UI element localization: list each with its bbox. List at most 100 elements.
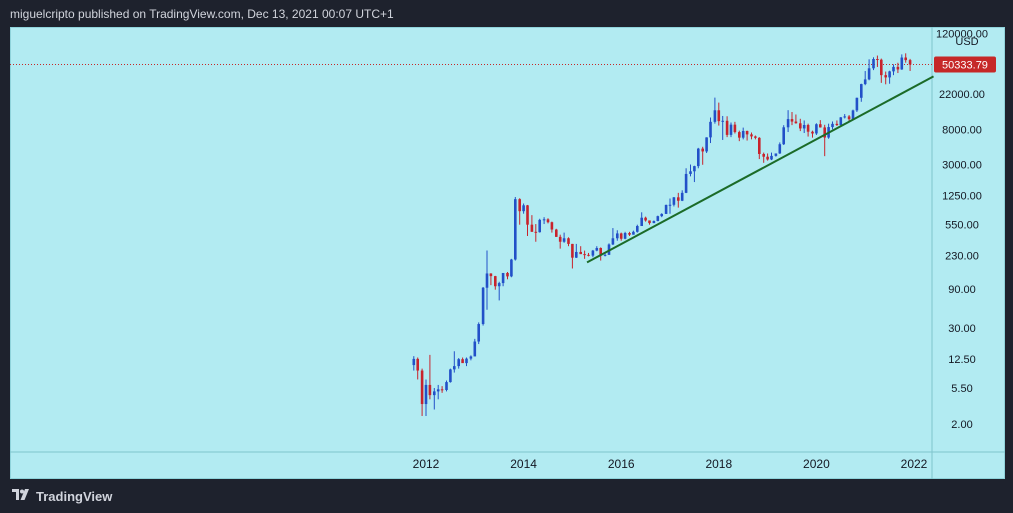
candle-body <box>709 121 712 138</box>
candle-body <box>835 123 839 126</box>
candle-body <box>562 238 566 242</box>
candle-body <box>680 192 684 201</box>
candle-body <box>745 130 749 135</box>
candle-body <box>558 236 562 242</box>
candle-body <box>583 254 586 256</box>
candle-body <box>412 358 416 366</box>
candle-body <box>497 283 501 287</box>
candle-body <box>445 382 448 390</box>
candle-body <box>485 273 489 288</box>
candle-body <box>416 358 420 371</box>
candle-body <box>668 204 672 206</box>
candle-body <box>436 389 440 392</box>
candle-body <box>843 116 847 118</box>
candle-body <box>778 144 782 154</box>
last-price-badge <box>934 56 996 73</box>
y-tick-label: 8000.00 <box>942 125 982 137</box>
candle-body <box>689 171 692 174</box>
candle-body <box>428 384 432 396</box>
x-tick-label: 2016 <box>608 457 635 471</box>
candle-body <box>449 369 452 383</box>
candle-body <box>892 66 895 72</box>
candle-body <box>615 233 619 239</box>
candle-body <box>640 217 643 227</box>
candle-body <box>432 391 436 396</box>
candle-body <box>554 229 558 237</box>
candle-body <box>725 120 729 135</box>
x-tick-label: 2014 <box>510 457 537 471</box>
candle-body <box>754 136 757 138</box>
candle-body <box>790 119 794 122</box>
candle-body <box>888 71 891 78</box>
candle-body <box>900 57 904 70</box>
y-tick-label: 3000.00 <box>942 160 982 172</box>
candle-body <box>644 217 647 221</box>
candle-body <box>758 137 761 154</box>
candle-body <box>587 254 590 256</box>
x-tick-label: 2020 <box>803 457 830 471</box>
y-tick-label: 12.50 <box>948 354 976 366</box>
candle-body <box>546 219 550 223</box>
candle-body <box>619 233 623 239</box>
candle-body <box>477 324 481 342</box>
candle-body <box>501 272 505 284</box>
candle-body <box>567 238 570 244</box>
candle-body <box>823 127 826 138</box>
candle-body <box>806 124 810 132</box>
candle-body <box>534 231 538 233</box>
y-tick-label: 5.50 <box>951 383 972 395</box>
y-tick-label: 22000.00 <box>939 89 985 101</box>
candle-body <box>664 204 668 214</box>
candle-body <box>628 233 631 235</box>
candle-body <box>676 197 680 201</box>
candle-body <box>648 220 651 224</box>
candle-body <box>493 276 497 287</box>
candle-body <box>693 166 696 172</box>
candle-body <box>684 173 688 193</box>
candle-body <box>457 359 460 367</box>
candle-body <box>453 366 456 370</box>
price-chart[interactable]: 120000.00 22000.00 8000.00 3000.00 1250.00 55… <box>10 27 1005 479</box>
candle-body <box>729 124 733 135</box>
y-tick-label: 1250.00 <box>942 191 982 203</box>
candle-body <box>510 259 513 277</box>
candle-body <box>599 248 603 256</box>
y-tick-label: 2.00 <box>951 419 972 431</box>
candle-body <box>575 251 578 258</box>
candle-body <box>876 59 879 61</box>
candle-body <box>473 341 477 357</box>
candle-body <box>522 205 525 212</box>
candle-body <box>469 356 473 359</box>
candle-body <box>859 84 863 98</box>
candle-body <box>705 137 708 152</box>
candle-body <box>880 59 883 76</box>
candle-body <box>526 205 529 225</box>
candle-body <box>855 97 859 111</box>
candle-body <box>863 79 867 85</box>
candle-body <box>489 273 493 277</box>
x-tick-label: 2018 <box>705 457 732 471</box>
candle-body <box>697 148 700 167</box>
y-tick-label: 30.00 <box>948 323 976 335</box>
candle-body <box>465 358 468 364</box>
candle-body <box>652 221 656 224</box>
candle-body <box>884 75 887 78</box>
y-tick-label: 120000.00 <box>936 29 988 41</box>
candle-body <box>713 110 717 122</box>
candle-body <box>741 130 745 138</box>
candle-body <box>506 272 509 277</box>
candle-body <box>786 119 790 128</box>
candle-body <box>733 124 737 133</box>
candle-body <box>623 233 627 239</box>
candle-body <box>579 251 582 255</box>
candle-body <box>571 243 574 258</box>
candle-body <box>802 124 806 129</box>
last-price-label: 50333.79 <box>942 60 988 72</box>
candle-body <box>420 370 424 405</box>
y-tick-label: 90.00 <box>948 284 976 296</box>
candle-body <box>867 68 871 80</box>
candle-body <box>672 197 676 205</box>
candle-body <box>595 248 599 251</box>
y-tick-label: 230.00 <box>945 251 979 263</box>
publish-info: miguelcripto published on TradingView.co… <box>10 7 394 21</box>
